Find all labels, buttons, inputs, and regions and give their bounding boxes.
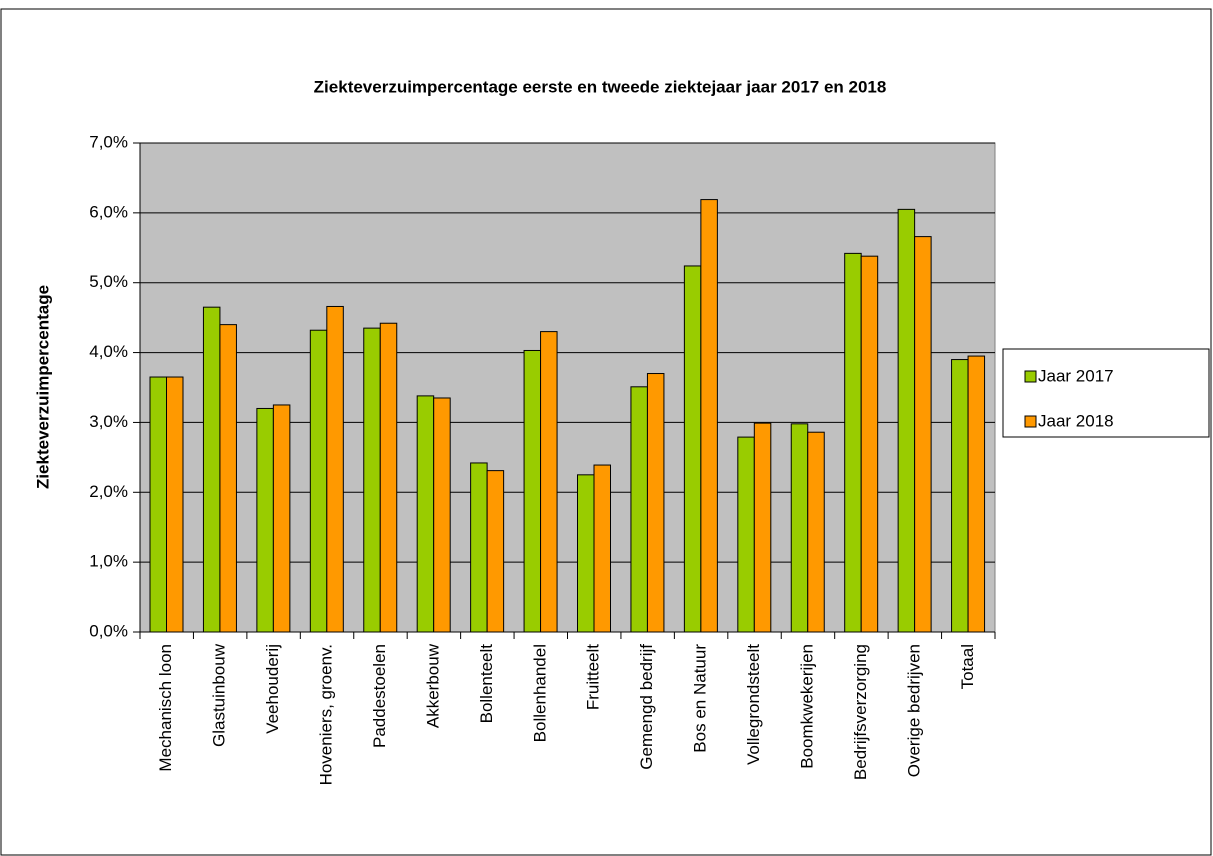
legend-label: Jaar 2017 (1038, 366, 1114, 385)
bar (433, 397, 451, 633)
y-tick-label: 3,0% (89, 412, 128, 431)
legend-swatch (1024, 415, 1037, 428)
bar (523, 349, 542, 633)
bar (272, 404, 291, 633)
y-tick-label: 4,0% (89, 342, 128, 361)
x-tick-label: Totaal (958, 644, 977, 689)
y-tick-label: 7,0% (89, 132, 128, 151)
x-tick-label: Bedrijfsverzorging (851, 644, 870, 780)
bar (593, 464, 611, 633)
x-tick-label: Bollenhandel (530, 644, 549, 742)
y-tick-label: 1,0% (89, 552, 128, 571)
legend-box (1002, 348, 1210, 438)
bar (860, 255, 879, 633)
bar (790, 423, 809, 633)
y-tick-label: 6,0% (89, 202, 128, 221)
bar (379, 322, 398, 633)
y-tick-label: 5,0% (89, 272, 128, 291)
bar (326, 305, 344, 633)
x-tick-label: Boomkwekerijen (797, 644, 816, 769)
x-tick-label: Bollenteelt (477, 644, 496, 724)
bar (486, 470, 505, 633)
y-tick-label: 2,0% (89, 482, 128, 501)
bar (807, 431, 825, 633)
x-tick-label: Overige bedrijven (904, 644, 923, 777)
bar (737, 436, 755, 633)
bar (844, 252, 862, 633)
bar (646, 373, 665, 633)
chart-title: Ziekteverzuimpercentage eerste en tweede… (314, 77, 887, 96)
bar (470, 462, 488, 633)
y-axis-label: Ziekteverzuimpercentage (33, 285, 52, 489)
bar (914, 236, 932, 633)
x-tick-label: Glastuinbouw (210, 643, 229, 747)
bar (683, 265, 702, 633)
bar (202, 306, 221, 633)
x-tick-label: Mechanisch loon (156, 644, 175, 772)
legend-swatch (1024, 370, 1037, 383)
x-tick-label: Paddestoelen (370, 644, 389, 748)
bar (951, 359, 969, 633)
x-tick-label: Vollegrondsteelt (744, 644, 763, 765)
x-tick-label: Akkerbouw (423, 643, 442, 728)
bar (219, 324, 237, 633)
bar (700, 199, 718, 633)
bar (166, 376, 184, 633)
bar (630, 386, 648, 633)
x-tick-label: Gemengd bedrijf (637, 644, 656, 770)
bar (149, 376, 167, 633)
bar (256, 407, 274, 633)
bar (309, 329, 328, 633)
legend-label: Jaar 2018 (1038, 411, 1114, 430)
bar (416, 395, 435, 633)
x-tick-label: Fruitteelt (584, 644, 603, 710)
bar (897, 208, 916, 633)
x-tick-label: Hoveniers, groenv. (317, 644, 336, 785)
bar (540, 331, 558, 633)
bar (753, 422, 772, 633)
bar (577, 474, 595, 633)
x-tick-label: Veehouderij (263, 644, 282, 734)
bar (967, 355, 986, 633)
x-tick-label: Bos en Natuur (691, 644, 710, 753)
y-tick-label: 0,0% (89, 621, 128, 640)
bar (363, 327, 381, 633)
